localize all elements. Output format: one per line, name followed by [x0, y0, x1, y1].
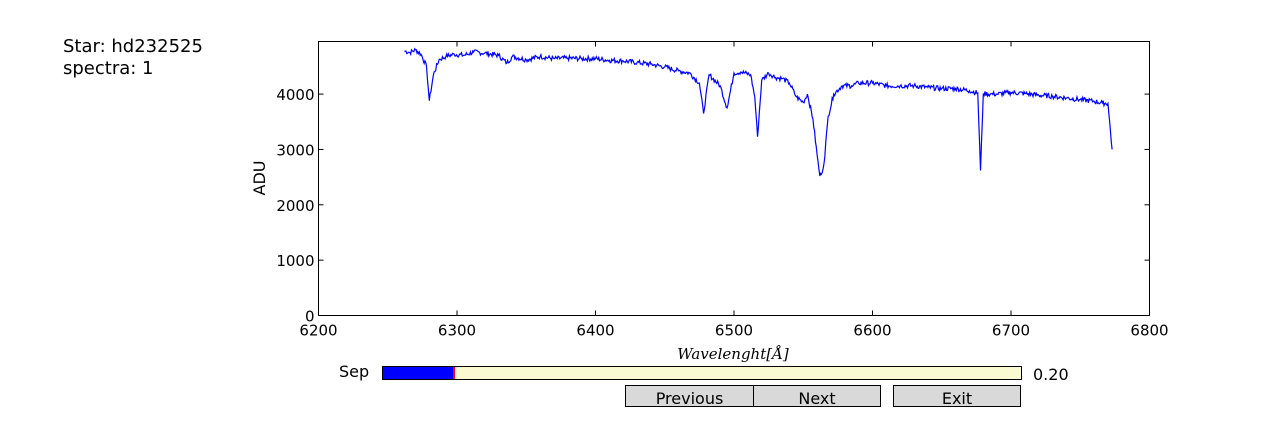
next-button[interactable]: Next [753, 385, 881, 408]
y-tick-label: 3000 [276, 141, 314, 159]
star-info: Star: hd232525 spectra: 1 [63, 36, 203, 80]
plot-frame [318, 41, 1150, 316]
spectrum-line [404, 47, 1113, 177]
x-tick-label: 6200 [299, 322, 337, 340]
sep-slider-fill [383, 367, 455, 379]
sep-slider-label: Sep [339, 362, 370, 381]
sep-slider[interactable] [382, 366, 1022, 380]
y-tick-label: 1000 [276, 252, 314, 270]
x-tick-label: 6300 [438, 322, 476, 340]
exit-button[interactable]: Exit [893, 385, 1021, 408]
y-tick-label: 0 [305, 308, 315, 326]
sep-slider-value: 0.20 [1033, 365, 1069, 384]
spectra-count: spectra: 1 [63, 58, 154, 79]
x-tick-label: 6500 [715, 322, 753, 340]
x-tick-label: 6600 [853, 322, 891, 340]
x-tick-label: 6400 [576, 322, 614, 340]
y-tick-label: 4000 [276, 86, 314, 104]
x-axis-label: Wavelenght[Å] [677, 345, 789, 363]
star-name: Star: hd232525 [63, 36, 203, 57]
x-tick-label: 6800 [1130, 322, 1168, 340]
sep-slider-handle[interactable] [453, 367, 456, 379]
x-tick-label: 6700 [992, 322, 1030, 340]
y-axis-label: ADU [250, 161, 269, 196]
y-tick-label: 2000 [276, 197, 314, 215]
previous-button[interactable]: Previous [625, 385, 754, 408]
